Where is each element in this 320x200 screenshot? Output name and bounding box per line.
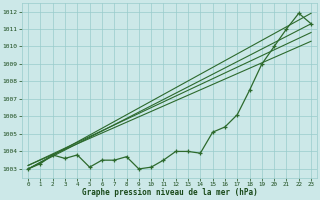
X-axis label: Graphe pression niveau de la mer (hPa): Graphe pression niveau de la mer (hPa) bbox=[82, 188, 258, 197]
